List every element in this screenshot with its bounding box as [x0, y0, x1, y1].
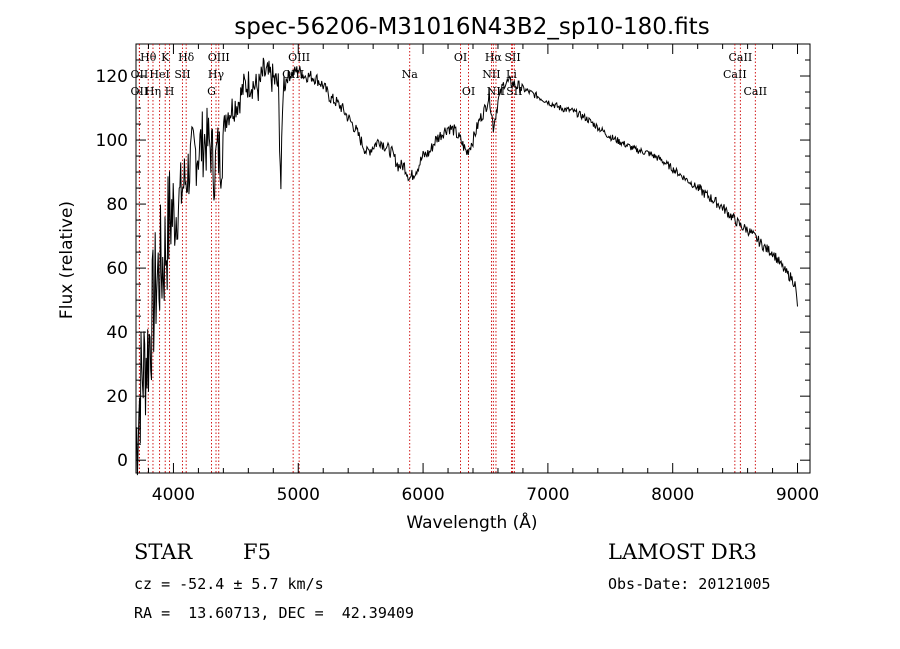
line-label-21: NII [487, 85, 505, 98]
x-tick-label-0: 4000 [152, 485, 195, 505]
object-class: STAR [134, 540, 193, 564]
line-label-2: OII [131, 85, 149, 98]
x-tick-label-5: 9000 [776, 485, 819, 505]
line-label-16: OI [462, 85, 475, 98]
line-label-3: Hη [145, 85, 161, 98]
chart-title: spec-56206-M31016N43B2_sp10-180.fits [234, 14, 709, 40]
x-axis-label: Wavelength (Å) [406, 511, 537, 533]
line-label-22: SII [506, 85, 522, 98]
line-label-0: Hθ [140, 51, 157, 64]
line-label-1: OII [131, 68, 149, 81]
redshift-velocity: cz = -52.4 ± 5.7 km/s [134, 575, 324, 593]
line-label-20: Li [506, 68, 517, 81]
y-axis-label: Flux (relative) [57, 201, 77, 319]
x-tick-label-4: 8000 [651, 485, 694, 505]
emission-line-markers [138, 44, 756, 473]
line-label-25: CaII [743, 85, 767, 98]
x-tick-label-1: 5000 [277, 485, 320, 505]
line-label-11: G [207, 85, 216, 98]
line-label-15: OI [454, 51, 467, 64]
y-tick-label-5: 100 [96, 131, 128, 151]
line-label-24: CaII [723, 68, 747, 81]
y-tick-label-2: 40 [106, 323, 128, 343]
x-tick-label-3: 7000 [526, 485, 569, 505]
survey-name: LAMOST DR3 [608, 540, 757, 564]
spectrum-line [135, 57, 798, 476]
line-label-23: CaII [729, 51, 753, 64]
line-label-14: Na [402, 68, 419, 81]
x-tick-label-2: 6000 [401, 485, 444, 505]
line-label-7: H [165, 85, 175, 98]
line-label-10: Hγ [208, 68, 225, 81]
y-axis-ticks: 0 20 40 60 80 100 120 [96, 59, 810, 471]
line-label-17: Hα [485, 51, 503, 64]
y-tick-label-1: 20 [106, 387, 128, 407]
observation-date: Obs-Date: 20121005 [608, 575, 771, 593]
y-tick-label-6: 120 [96, 67, 128, 87]
line-label-9: OIII [208, 51, 230, 64]
line-label-18: SII [504, 51, 520, 64]
line-label-6: SII [174, 68, 190, 81]
line-label-4: K [161, 51, 170, 64]
line-label-12: OIII [288, 51, 310, 64]
line-label-8: Hδ [178, 51, 195, 64]
coordinates: RA = 13.60713, DEC = 42.39409 [134, 604, 414, 622]
y-tick-label-4: 80 [106, 195, 128, 215]
line-label-19: NII [482, 68, 500, 81]
y-tick-label-3: 60 [106, 259, 128, 279]
object-subclass: F5 [243, 540, 271, 564]
x-axis-ticks: 4000 5000 6000 7000 8000 9000 [147, 44, 819, 505]
line-label-5: HeI [149, 68, 169, 81]
y-tick-label-0: 0 [117, 451, 128, 471]
